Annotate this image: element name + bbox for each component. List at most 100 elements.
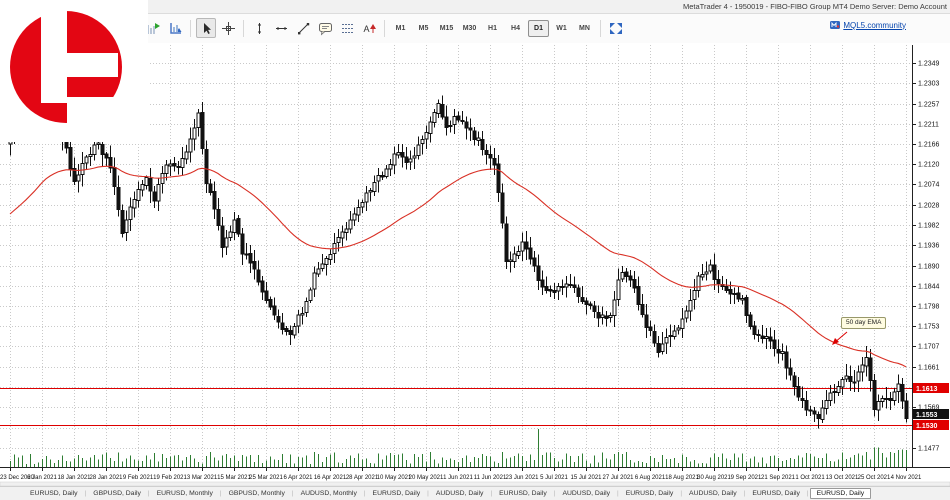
svg-text:5 Jul 2021: 5 Jul 2021 — [540, 475, 568, 481]
svg-text:23 Jun 2021: 23 Jun 2021 — [505, 475, 539, 481]
svg-text:15 Jul 2021: 15 Jul 2021 — [570, 475, 602, 481]
svg-text:18 Aug 2021: 18 Aug 2021 — [665, 475, 699, 481]
svg-text:1 Jun 2021: 1 Jun 2021 — [443, 475, 473, 481]
arrows-icon[interactable]: A — [359, 18, 379, 38]
chart-tab-audusd-daily[interactable]: AUDUSD, Daily — [435, 490, 484, 497]
chart-tab-eurusd-monthly[interactable]: EURUSD, Monthly — [156, 490, 213, 497]
ema-callout-arrow — [832, 331, 848, 345]
svg-text:1 Oct 2021: 1 Oct 2021 — [795, 475, 825, 481]
chart-tab-eurusd-daily[interactable]: EURUSD, Daily — [30, 490, 78, 497]
svg-text:1.2303: 1.2303 — [918, 81, 940, 88]
chart-tab-gbpusd-monthly[interactable]: GBPUSD, Monthly — [228, 490, 285, 497]
tab-separator: | — [553, 490, 556, 497]
tab-separator: | — [743, 490, 746, 497]
svg-text:1.2211: 1.2211 — [918, 122, 939, 129]
svg-text:25 Mar 2021: 25 Mar 2021 — [249, 475, 283, 481]
chart-canvas[interactable]: 1.2349 1.2303 1.2257 1.2211 1.2166 1.2120 1.20… — [0, 43, 950, 486]
svg-text:28 Jan 2021: 28 Jan 2021 — [89, 475, 123, 481]
trendline-icon[interactable] — [293, 18, 313, 38]
svg-text:1.2074: 1.2074 — [918, 182, 940, 189]
chart-tab-eurusd-daily[interactable]: EURUSD, Daily — [499, 490, 547, 497]
svg-text:9 Sep 2021: 9 Sep 2021 — [731, 475, 762, 481]
svg-text:1.1661: 1.1661 — [918, 365, 940, 372]
chart-tab-audusd-monthly[interactable]: AUDUSD, Monthly — [300, 490, 357, 497]
volume-layer — [10, 429, 907, 467]
ema-callout-label[interactable]: 50 day EMA — [841, 317, 887, 329]
chart-tab-eurusd-daily[interactable]: EURUSD, Daily — [752, 490, 800, 497]
svg-text:1.1707: 1.1707 — [918, 344, 940, 351]
svg-text:27 Jul 2021: 27 Jul 2021 — [602, 475, 634, 481]
timeframe-m1-button[interactable]: M1 — [395, 24, 406, 32]
svg-text:15 Mar 2021: 15 Mar 2021 — [217, 475, 251, 481]
chart-tab-eurusd-daily[interactable]: EURUSD, Daily — [809, 488, 872, 499]
toolbar-icons: A M1 M5 M15 M30 H1 H4 D1 W1 MN — [143, 17, 626, 39]
svg-text:1.1553: 1.1553 — [916, 412, 938, 419]
toolbar-separator — [243, 19, 244, 37]
tab-separator: | — [291, 490, 294, 497]
tab-separator: | — [147, 490, 150, 497]
timeframe-h1-button[interactable]: H1 — [488, 24, 497, 32]
svg-text:13 Oct 2021: 13 Oct 2021 — [826, 475, 859, 481]
svg-text:11 Jun 2021: 11 Jun 2021 — [474, 475, 507, 481]
timeframe-m5-button[interactable]: M5 — [418, 24, 429, 32]
fibonacci-icon[interactable] — [337, 18, 357, 38]
svg-text:1.1844: 1.1844 — [918, 284, 940, 291]
svg-text:25 Oct 2021: 25 Oct 2021 — [858, 475, 891, 481]
svg-text:6 Jan 2021: 6 Jan 2021 — [27, 475, 57, 481]
timeframe-m30-button[interactable]: M30 — [462, 24, 477, 32]
svg-text:1.2257: 1.2257 — [918, 102, 940, 109]
svg-text:1.1753: 1.1753 — [918, 324, 940, 331]
svg-text:30 Aug 2021: 30 Aug 2021 — [697, 475, 731, 481]
horizontal-line-icon[interactable] — [271, 18, 291, 38]
svg-text:1.1613: 1.1613 — [916, 386, 938, 393]
svg-text:1.1798: 1.1798 — [918, 304, 940, 311]
svg-text:1.1530: 1.1530 — [916, 423, 938, 430]
svg-text:9 Feb 2021: 9 Feb 2021 — [123, 475, 154, 481]
window-title: MetaTrader 4 - 1950019 - FIBO-FIBO Group… — [683, 2, 947, 11]
fibo-logo-icon — [10, 5, 127, 145]
cursor-icon[interactable] — [196, 18, 216, 38]
horizontal-lines-layer[interactable] — [0, 388, 912, 426]
crosshair-icon[interactable] — [218, 18, 238, 38]
mql5-icon — [830, 21, 841, 29]
auto-scroll-icon[interactable] — [165, 18, 185, 38]
ema-line[interactable] — [9, 165, 907, 368]
svg-text:1.1890: 1.1890 — [918, 264, 940, 271]
chart-tab-eurusd-daily[interactable]: EURUSD, Daily — [625, 490, 674, 497]
tab-separator: | — [806, 490, 809, 497]
chart-tab-audusd-daily[interactable]: AUDUSD, Daily — [689, 490, 737, 497]
grid-layer — [0, 45, 912, 467]
price-label-1.1613: 1.1613 — [913, 383, 949, 393]
chart-tab-eurusd-daily[interactable]: EURUSD, Daily — [372, 490, 421, 497]
svg-text:1.1982: 1.1982 — [918, 223, 940, 230]
date-axis-panel — [0, 468, 950, 486]
tile-windows-icon[interactable] — [606, 18, 626, 38]
svg-text:10 May 2021: 10 May 2021 — [377, 475, 412, 481]
svg-text:23 Dec 2020: 23 Dec 2020 — [0, 475, 35, 481]
svg-text:6 Aug 2021: 6 Aug 2021 — [635, 475, 666, 481]
tab-separator: | — [363, 490, 366, 497]
svg-text:1.1936: 1.1936 — [918, 243, 940, 250]
tab-separator: | — [680, 490, 683, 497]
vertical-line-icon[interactable] — [249, 18, 269, 38]
chart-tab-audusd-daily[interactable]: AUDUSD, Daily — [562, 490, 611, 497]
price-label-1.1553: 1.1553 — [913, 409, 949, 419]
timeframe-mn-button[interactable]: MN — [579, 24, 590, 32]
timeframe-h4-button[interactable]: H4 — [511, 24, 520, 32]
timeframe-w1-button[interactable]: W1 — [556, 24, 567, 32]
tab-separator: | — [84, 490, 87, 497]
axis-lines — [0, 45, 950, 468]
svg-text:3 Mar 2021: 3 Mar 2021 — [187, 475, 218, 481]
chart-tab-gbpusd-daily[interactable]: GBPUSD, Daily — [93, 490, 141, 497]
mql5-link[interactable]: MQL5.community — [843, 20, 906, 30]
horizontal-scrollbar[interactable] — [0, 481, 950, 486]
chart-background — [0, 43, 950, 486]
text-label-icon[interactable] — [315, 18, 335, 38]
timeframe-d1-button[interactable]: D1 — [528, 19, 549, 37]
timeframe-m15-button[interactable]: M15 — [439, 24, 454, 32]
svg-text:1.2120: 1.2120 — [918, 162, 940, 169]
svg-text:1.1569: 1.1569 — [918, 405, 940, 412]
svg-text:21 Sep 2021: 21 Sep 2021 — [761, 475, 796, 481]
